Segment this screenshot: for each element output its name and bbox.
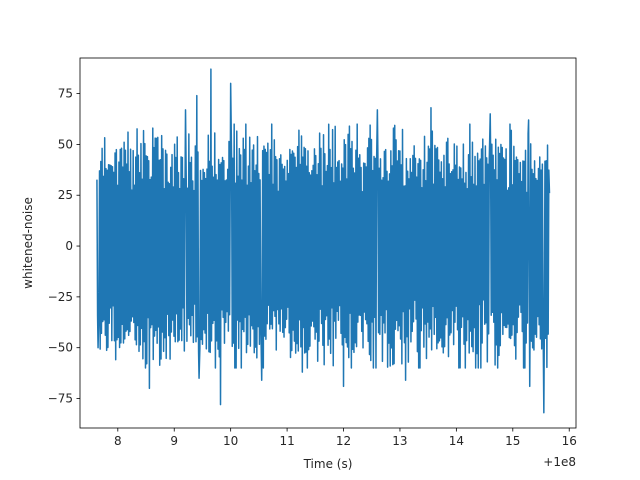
x-tick-label: 12: [336, 434, 351, 448]
y-tick-label: 75: [58, 87, 73, 101]
y-tick-label: 0: [65, 239, 73, 253]
y-tick-label: −75: [48, 392, 73, 406]
x-tick-label: 14: [449, 434, 464, 448]
y-tick-label: −50: [48, 341, 73, 355]
y-tick-label: 25: [58, 188, 73, 202]
y-axis: −75 −50 −25 0 25 50 75: [48, 87, 80, 406]
series-group: [96, 68, 551, 414]
x-tick-label: 8: [114, 434, 122, 448]
x-tick-label: 9: [170, 434, 178, 448]
x-tick-label: 16: [562, 434, 577, 448]
x-tick-label: 15: [505, 434, 520, 448]
noise-series-line: [96, 68, 551, 414]
x-tick-label: 13: [392, 434, 407, 448]
y-axis-label: whitened-noise: [21, 197, 35, 289]
x-tick-label: 11: [279, 434, 294, 448]
axes-frame: [79, 57, 577, 429]
plot-area: [79, 57, 577, 429]
x-tick-label: 10: [223, 434, 238, 448]
x-axis-label: Time (s): [303, 457, 353, 471]
y-tick-label: 50: [58, 137, 73, 151]
x-offset-label: +1e8: [543, 455, 576, 469]
y-tick-label: −25: [48, 290, 73, 304]
x-axis: 8 9 10 11 12 13 14 15 16: [114, 428, 577, 448]
